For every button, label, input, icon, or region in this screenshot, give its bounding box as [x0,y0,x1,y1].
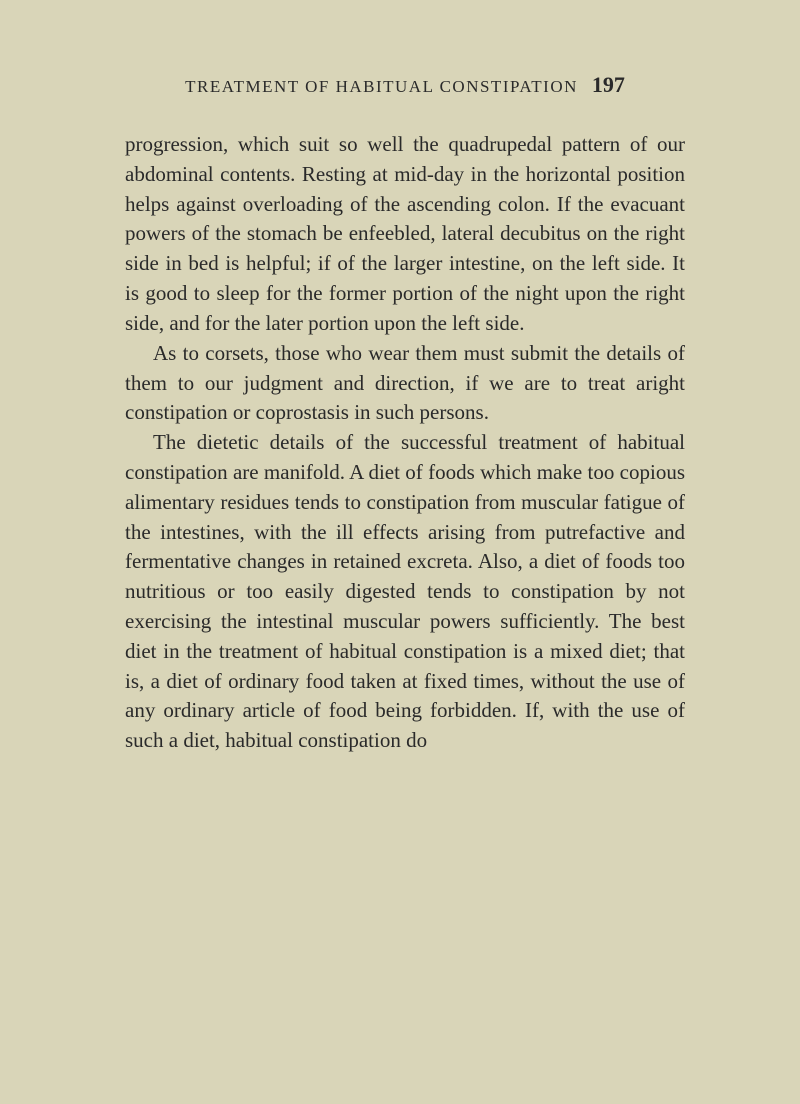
paragraph: The dietetic details of the successful t… [125,428,685,756]
page-number: 197 [592,72,625,97]
paragraph: progression, which suit so well the quad… [125,130,685,339]
running-title: TREATMENT OF HABITUAL CONSTIPATION [185,77,578,96]
body-text: progression, which suit so well the quad… [125,130,685,756]
paragraph: As to corsets, those who wear them must … [125,339,685,428]
page-header: TREATMENT OF HABITUAL CONSTIPATION 197 [125,72,685,98]
